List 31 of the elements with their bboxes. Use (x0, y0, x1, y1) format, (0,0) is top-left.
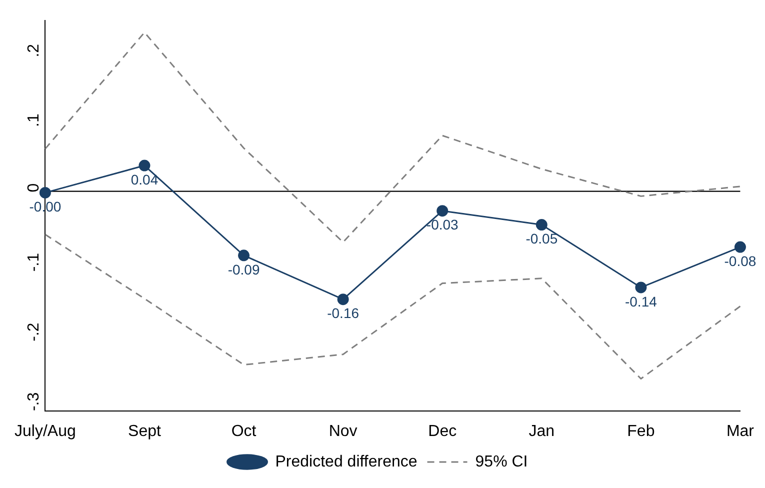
data-label: -0.16 (327, 305, 360, 322)
data-label: 0.04 (130, 171, 158, 188)
data-label: -0.05 (526, 230, 558, 247)
y-tick-label: .2 (26, 44, 43, 58)
y-tick-label: 0 (26, 183, 43, 192)
legend-label: 95% CI (475, 453, 528, 470)
point (536, 219, 548, 231)
point (337, 294, 349, 306)
x-tick-label: Feb (627, 422, 655, 440)
point (238, 250, 250, 262)
data-label: -0.09 (228, 261, 260, 278)
x-tick-label: Jan (528, 422, 555, 440)
x-tick-label: Sept (128, 422, 162, 440)
y-tick-label: -.3 (26, 392, 43, 412)
data-label: -0.03 (426, 216, 459, 233)
y-tick-label: -.1 (26, 252, 43, 272)
x-tick-label: Mar (726, 422, 755, 440)
point (635, 282, 647, 294)
point (138, 160, 150, 172)
y-tick-label: .1 (26, 114, 43, 127)
y-tick-label: -.2 (26, 322, 43, 342)
data-label: -0.08 (724, 252, 756, 269)
x-tick-label: July/Aug (14, 422, 76, 440)
point (39, 186, 51, 198)
legend-label: Predicted difference (275, 453, 418, 470)
x-tick-label: Nov (328, 422, 358, 440)
point (734, 241, 746, 253)
x-tick-label: Dec (428, 422, 457, 440)
x-tick-label: Oct (231, 422, 257, 440)
data-label: -0.14 (624, 293, 658, 310)
point (436, 205, 448, 217)
